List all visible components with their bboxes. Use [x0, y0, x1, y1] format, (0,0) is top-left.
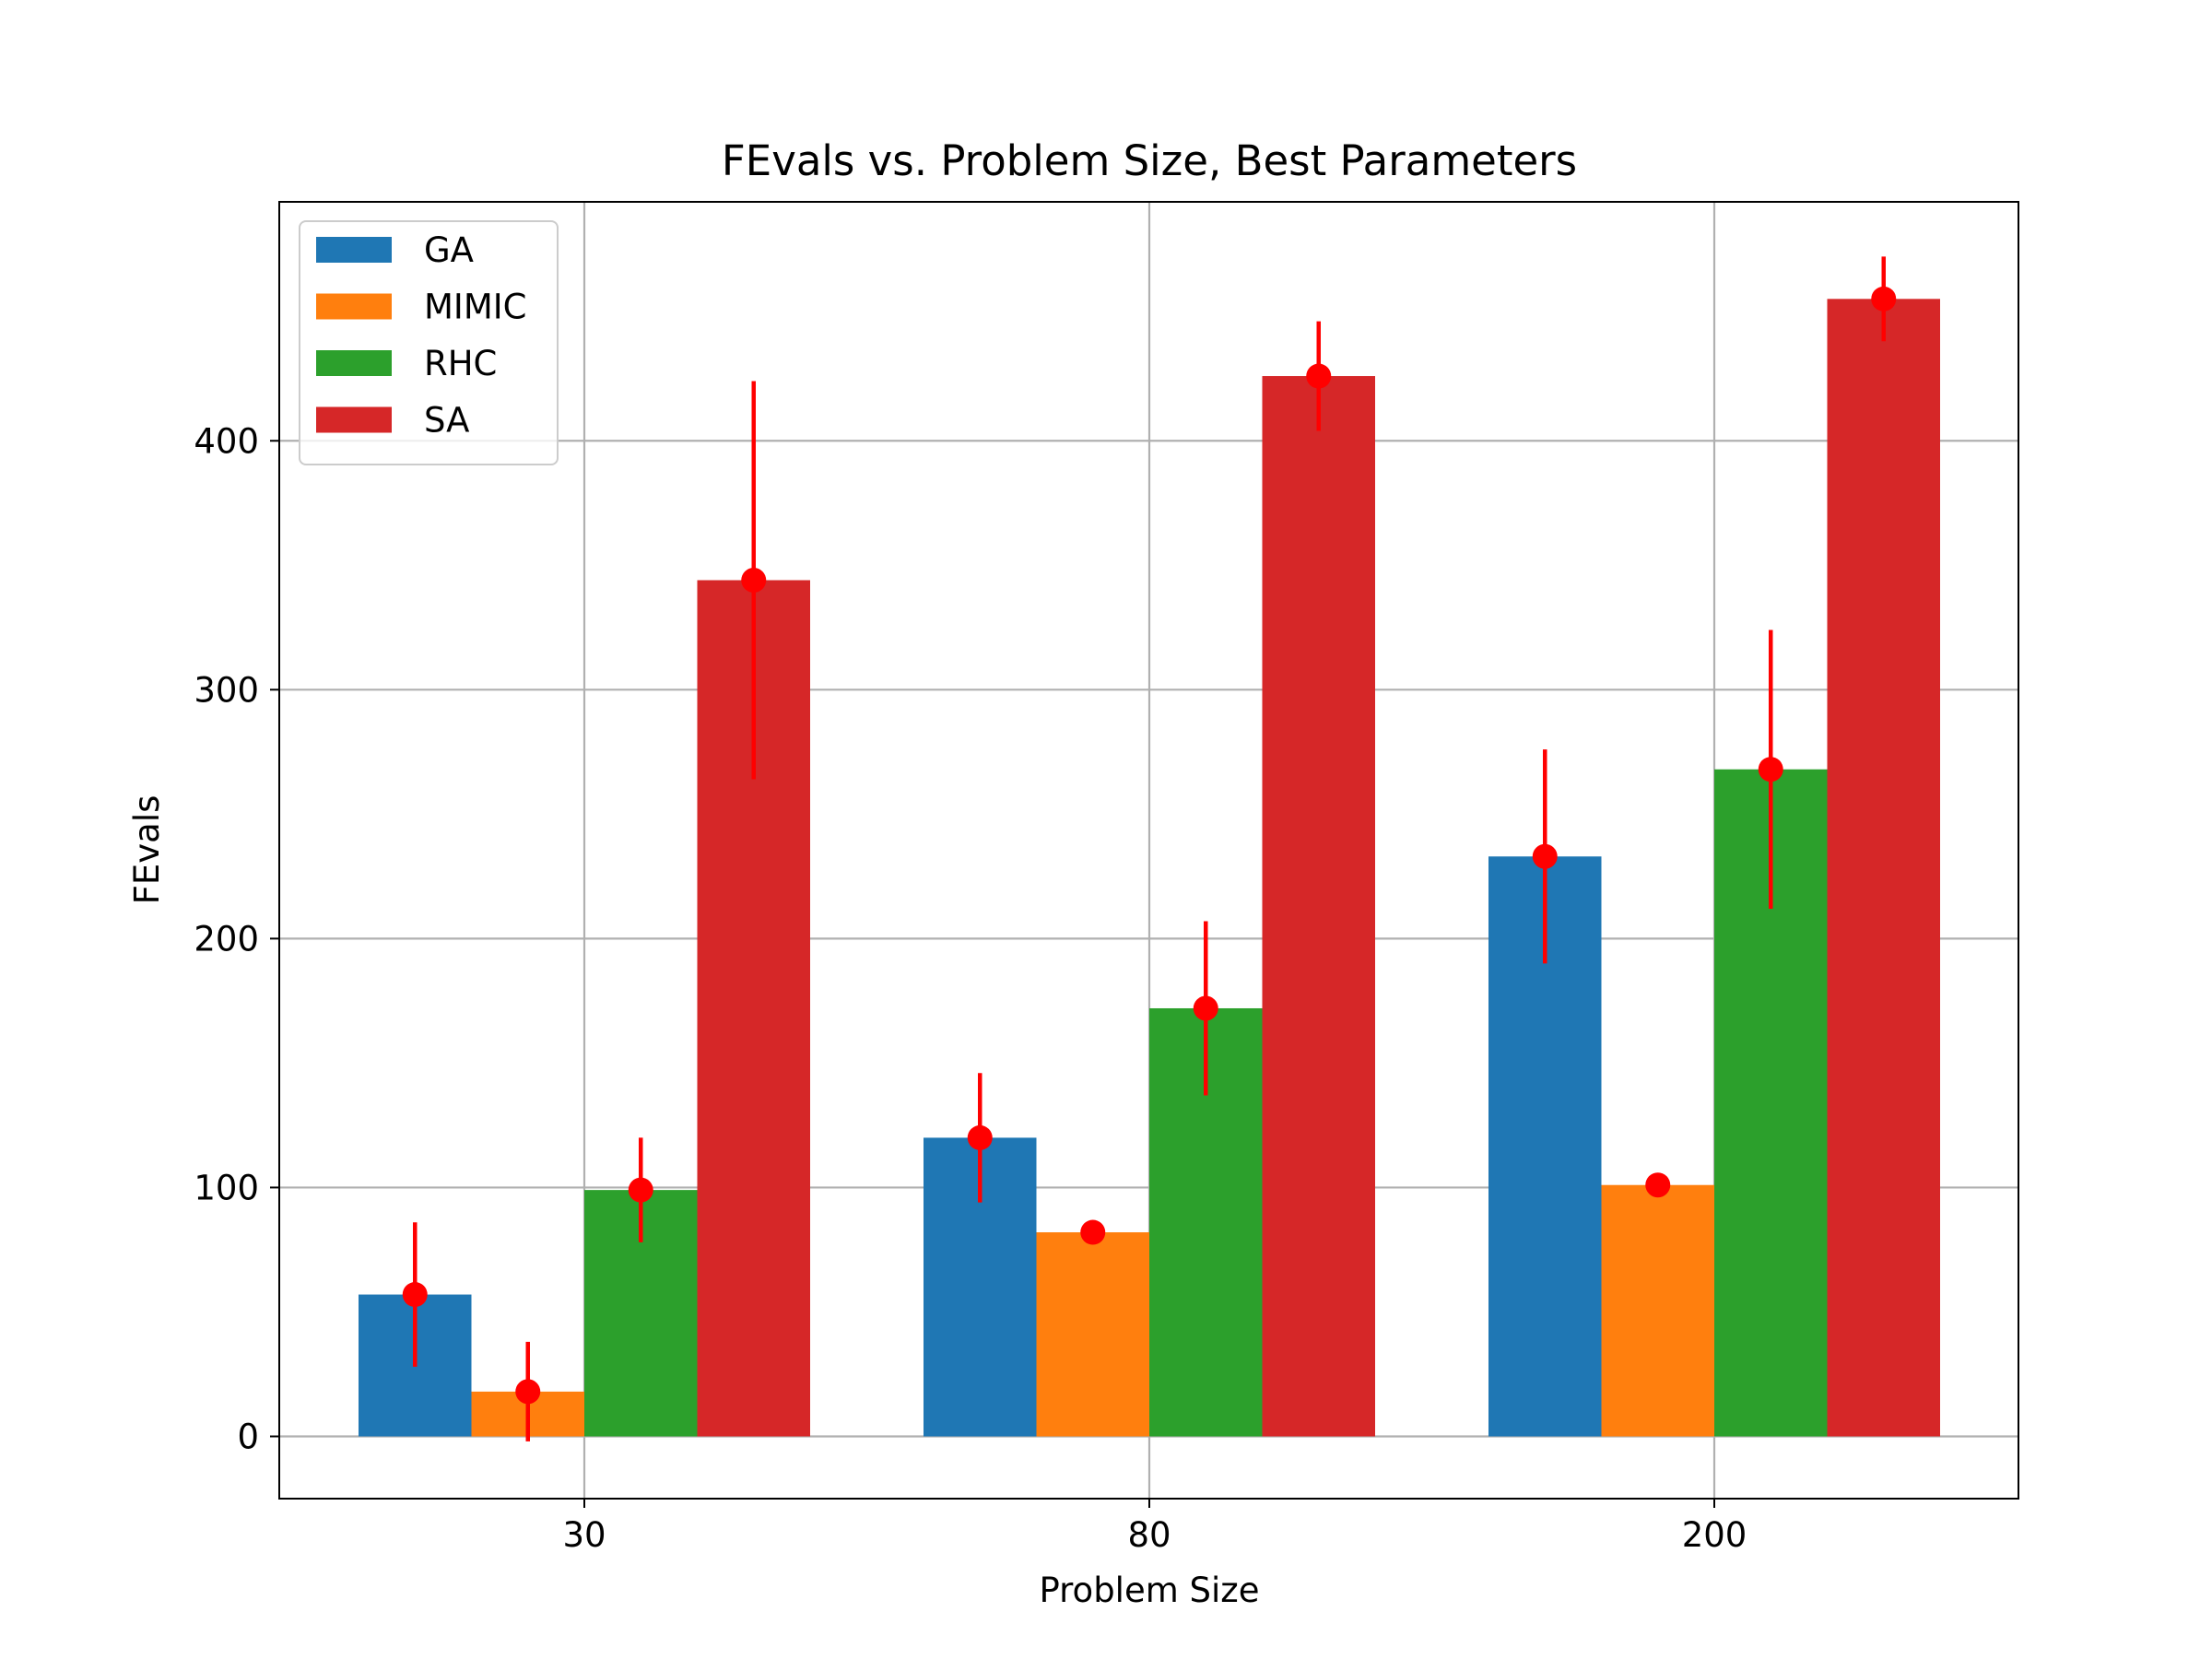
y-axis-label: FEvals: [127, 795, 167, 905]
x-tick-label-1: 80: [1127, 1515, 1171, 1555]
y-tick-label-1: 100: [194, 1168, 259, 1207]
x-axis-label: Problem Size: [1040, 1571, 1260, 1610]
legend-swatch-rhc: [316, 350, 392, 376]
bar-sa-80: [1262, 376, 1375, 1437]
error-bars: [402, 256, 1897, 1441]
mean-marker-rhc-200: [1758, 757, 1783, 782]
bar-mimic-80: [1036, 1232, 1149, 1437]
legend-swatch-ga: [316, 237, 392, 263]
chart-title: FEvals vs. Problem Size, Best Parameters: [722, 136, 1577, 185]
legend-label-ga: GA: [424, 230, 474, 270]
y-tick-label-0: 0: [237, 1417, 259, 1456]
legend-label-rhc: RHC: [424, 344, 497, 383]
y-axis: 0 100 200 300 400: [194, 421, 279, 1456]
mean-marker-ga-30: [402, 1282, 428, 1308]
legend-swatch-mimic: [316, 293, 392, 320]
legend-label-mimic: MIMIC: [424, 288, 527, 327]
legend-box: [299, 220, 559, 465]
x-tick-label-0: 30: [562, 1515, 606, 1555]
bar-sa-200: [1827, 299, 1940, 1437]
legend-label-sa: SA: [424, 401, 469, 441]
x-tick-label-2: 200: [1682, 1515, 1747, 1555]
legend-swatch-sa: [316, 406, 392, 433]
mean-marker-mimic-200: [1645, 1172, 1671, 1198]
y-tick-label-4: 400: [194, 421, 259, 461]
mean-marker-sa-200: [1871, 286, 1897, 312]
y-tick-label-2: 200: [194, 919, 259, 959]
mean-marker-ga-200: [1532, 843, 1558, 869]
mean-marker-rhc-80: [1193, 995, 1218, 1021]
y-tick-label-3: 300: [194, 670, 259, 710]
mean-marker-ga-80: [967, 1124, 993, 1150]
mean-marker-mimic-30: [515, 1379, 541, 1405]
mean-marker-mimic-80: [1080, 1219, 1106, 1245]
bar-mimic-200: [1601, 1184, 1714, 1437]
legend: GA MIMIC RHC SA: [299, 220, 559, 465]
mean-marker-rhc-30: [628, 1177, 653, 1203]
x-axis: 30 80 200: [562, 1499, 1747, 1555]
mean-marker-sa-80: [1306, 363, 1332, 389]
mean-marker-sa-30: [741, 567, 767, 593]
